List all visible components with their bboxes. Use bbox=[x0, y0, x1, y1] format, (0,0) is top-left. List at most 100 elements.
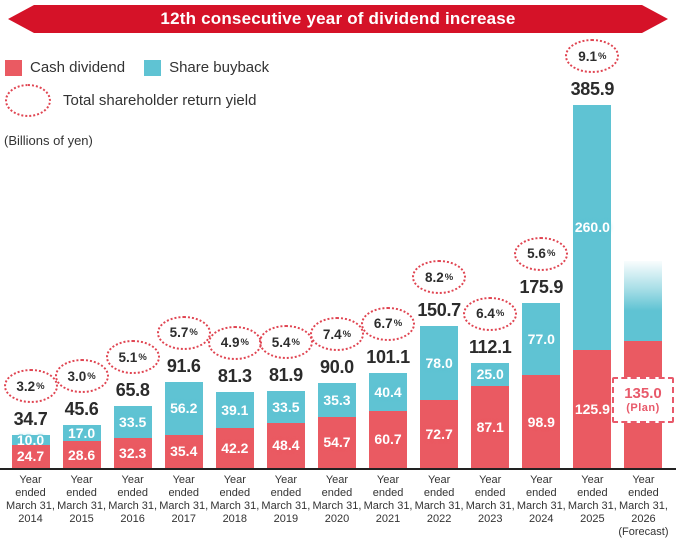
bar-column-2016: 5.1% 65.8 33.5 32.3 bbox=[105, 340, 160, 468]
yield-value: 9.1 bbox=[578, 48, 598, 64]
total-label-2014: 34.7 bbox=[13, 409, 48, 430]
x-axis-label-2019: Year ended March 31, 2019 bbox=[254, 474, 318, 526]
x-axis-label-line: March 31, bbox=[618, 500, 668, 512]
percent-sign: % bbox=[495, 308, 505, 320]
total-label-2015: 45.6 bbox=[64, 399, 99, 420]
x-axis-label-line: March 31, bbox=[108, 500, 158, 512]
x-axis-label-line: ended bbox=[321, 487, 353, 499]
yield-badge-2018: 4.9% bbox=[207, 325, 262, 360]
stacked-bar-2024: 77.0 98.9 bbox=[522, 302, 561, 468]
x-axis-label-line: Year bbox=[223, 474, 246, 486]
percent-sign: % bbox=[87, 370, 96, 382]
yield-value: 6.7 bbox=[373, 316, 393, 332]
cash-value-label: 24.7 bbox=[16, 448, 45, 465]
stacked-bar-2021: 40.4 60.7 bbox=[369, 372, 408, 468]
bar-column-2023: 6.4% 112.1 25.0 87.1 bbox=[463, 296, 518, 468]
yield-badge-2015: 3.0% bbox=[54, 359, 109, 394]
yield-value: 5.1 bbox=[118, 349, 138, 365]
yield-badge-2023: 6.4% bbox=[463, 296, 518, 331]
x-axis-label-2016: Year ended March 31, 2016 bbox=[101, 474, 165, 526]
cash-value-label: 32.3 bbox=[119, 444, 147, 461]
stacked-bar-2023: 25.0 87.1 bbox=[471, 362, 510, 468]
x-axis-label-line: March 31, bbox=[363, 500, 413, 512]
yield-badge-2016: 5.1% bbox=[105, 340, 160, 375]
stacked-bar-2015: 17.0 28.6 bbox=[62, 425, 101, 468]
plan-value-box: 135.0 (Plan) bbox=[612, 377, 674, 423]
cash-segment-2024: 98.9 bbox=[522, 375, 561, 468]
x-axis-label-2017: Year ended March 31, 2017 bbox=[152, 474, 216, 526]
x-axis-label-line: ended bbox=[423, 487, 455, 499]
total-label-2025: 385.9 bbox=[570, 79, 615, 100]
x-axis-label-line: ended bbox=[15, 487, 46, 499]
bar-column-2019: 5.4% 81.9 33.5 48.4 bbox=[258, 325, 313, 468]
yield-badge-2014: 3.2% bbox=[3, 369, 58, 404]
x-axis-label-2023: Year ended March 31, 2023 bbox=[458, 474, 522, 526]
x-axis-label-2014: Year ended March 31, 2014 bbox=[0, 474, 63, 526]
x-axis-label-year: 2021 bbox=[375, 513, 401, 525]
percent-sign: % bbox=[342, 328, 352, 340]
yield-value: 8.2 bbox=[425, 269, 444, 285]
x-axis-label-line: Year bbox=[121, 474, 144, 486]
x-axis-label-line: Year bbox=[632, 474, 655, 486]
percent-sign: % bbox=[598, 50, 607, 62]
x-axis-label-2025: Year ended March 31, 2025 bbox=[560, 474, 624, 526]
x-axis-label-line: Year bbox=[19, 474, 42, 486]
unit-label: (Billions of yen) bbox=[4, 133, 93, 148]
cash-dividend-swatch-icon bbox=[5, 59, 22, 76]
buyback-segment-2020: 35.3 bbox=[317, 383, 356, 417]
bar-column-2026 bbox=[617, 261, 669, 468]
bar-column-2021: 6.7% 101.1 40.4 60.7 bbox=[361, 306, 416, 468]
stacked-bar-2017: 56.2 35.4 bbox=[164, 381, 203, 468]
yield-badge-2021: 6.7% bbox=[361, 306, 416, 341]
stacked-bar-2018: 39.1 42.2 bbox=[215, 391, 254, 468]
percent-sign: % bbox=[291, 336, 300, 348]
buyback-segment-2017: 56.2 bbox=[164, 381, 203, 435]
cash-segment-2017: 35.4 bbox=[164, 434, 203, 468]
yield-badge-2022: 8.2% bbox=[412, 260, 467, 295]
yield-badge-2024: 5.6% bbox=[514, 236, 569, 271]
x-axis-label-year: 2024 bbox=[529, 513, 554, 525]
cash-segment-2014: 24.7 bbox=[11, 444, 50, 468]
x-axis-label-line: ended bbox=[628, 487, 659, 499]
cash-value-label: 98.9 bbox=[527, 413, 555, 430]
x-axis-label-line: ended bbox=[577, 487, 608, 499]
buyback-value-label: 56.2 bbox=[170, 400, 198, 417]
buyback-value-label: 33.5 bbox=[272, 398, 300, 415]
x-axis-label-line: March 31, bbox=[261, 500, 311, 512]
x-axis-label-2015: Year ended March 31, 2015 bbox=[50, 474, 114, 526]
percent-sign: % bbox=[138, 351, 147, 363]
bar-column-2018: 4.9% 81.3 39.1 42.2 bbox=[207, 325, 262, 468]
bar-column-2020: 7.4% 90.0 35.3 54.7 bbox=[309, 317, 364, 468]
cash-value-label: 87.1 bbox=[476, 419, 504, 436]
x-axis-label-line: March 31, bbox=[312, 500, 362, 512]
cash-segment-2025: 125.9 bbox=[573, 349, 612, 468]
title-banner: 12th consecutive year of dividend increa… bbox=[8, 5, 668, 33]
plan-value: 135.0 bbox=[624, 385, 662, 402]
buyback-value-label: 78.0 bbox=[425, 355, 453, 372]
cash-value-label: 54.7 bbox=[323, 434, 351, 451]
x-axis-label-year: 2017 bbox=[171, 513, 196, 525]
x-axis-label-year: 2015 bbox=[69, 513, 94, 525]
total-label-2022: 150.7 bbox=[417, 300, 461, 321]
buyback-value-label: 77.0 bbox=[527, 330, 555, 347]
buyback-value-label: 40.4 bbox=[374, 383, 402, 400]
x-axis-label-line: March 31, bbox=[567, 500, 617, 512]
x-axis-label-line: March 31, bbox=[159, 500, 209, 512]
buyback-value-label: 17.0 bbox=[67, 425, 96, 442]
buyback-segment-2018: 39.1 bbox=[215, 391, 254, 429]
x-axis-label-line: March 31, bbox=[465, 500, 515, 512]
x-axis-label-line: March 31, bbox=[414, 500, 464, 512]
percent-sign: % bbox=[546, 248, 556, 260]
yield-value: 7.4 bbox=[322, 326, 342, 342]
yield-value: 4.9 bbox=[220, 335, 240, 351]
buyback-value-label: 35.3 bbox=[323, 392, 351, 408]
buyback-segment-2022: 78.0 bbox=[420, 326, 459, 400]
x-axis-label-line: Year bbox=[479, 474, 502, 486]
legend-yield: Total shareholder return yield bbox=[5, 84, 256, 117]
total-label-2024: 175.9 bbox=[519, 276, 564, 297]
percent-sign: % bbox=[36, 380, 45, 392]
buyback-segment-2023: 25.0 bbox=[471, 362, 510, 387]
x-axis-label-year: 2026 bbox=[631, 513, 656, 525]
